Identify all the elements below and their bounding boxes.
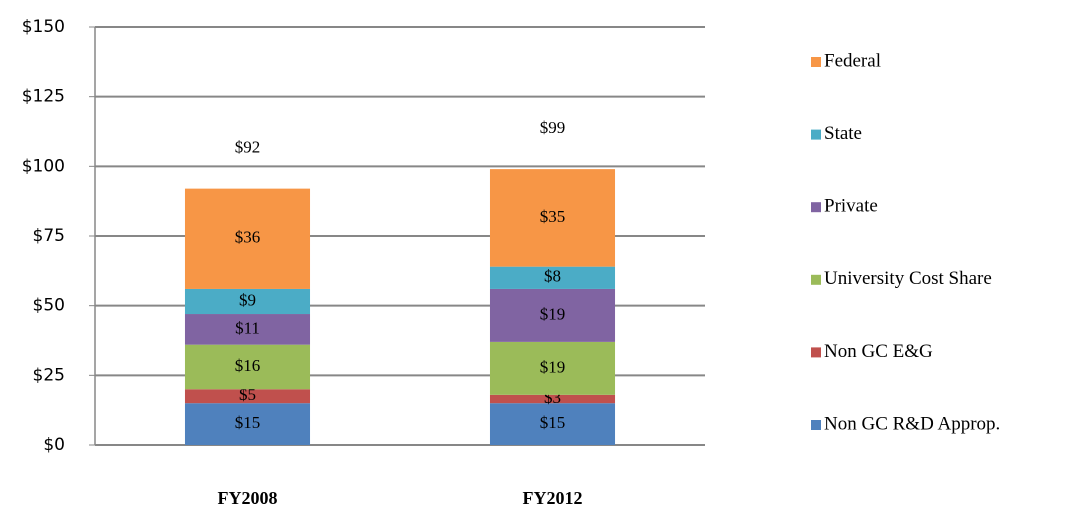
y-tick-label: $75 bbox=[33, 226, 65, 246]
legend-label: State bbox=[824, 123, 862, 144]
x-tick-label: FY2012 bbox=[523, 488, 583, 508]
data-label: $36 bbox=[235, 228, 261, 247]
bar-segment bbox=[184, 314, 311, 345]
bar-segment bbox=[184, 403, 311, 445]
bar-segment bbox=[489, 403, 616, 445]
data-label: $35 bbox=[540, 207, 566, 226]
bar-segment bbox=[489, 288, 616, 342]
legend-label: University Cost Share bbox=[824, 268, 992, 289]
legend-label: Non GC E&G bbox=[824, 341, 933, 362]
bar-segment bbox=[184, 344, 311, 390]
data-label: $16 bbox=[235, 356, 261, 375]
y-tick-label: $25 bbox=[33, 365, 65, 385]
y-tick-label: $50 bbox=[33, 296, 65, 316]
legend-label: Non GC R&D Approp. bbox=[824, 413, 1000, 434]
legend-swatch bbox=[811, 57, 821, 67]
data-label: $19 bbox=[540, 357, 566, 376]
data-label: $8 bbox=[544, 267, 561, 286]
legend-swatch bbox=[811, 129, 821, 140]
data-label: $19 bbox=[540, 304, 566, 323]
bar-segment bbox=[489, 341, 616, 395]
bar-segment bbox=[184, 288, 311, 315]
data-label: $15 bbox=[235, 413, 261, 432]
data-label: $9 bbox=[239, 290, 256, 309]
bar-segment bbox=[489, 169, 616, 267]
legend-swatch bbox=[811, 202, 821, 213]
total-label: $92 bbox=[235, 138, 261, 157]
total-label: $99 bbox=[540, 118, 566, 137]
data-label: $15 bbox=[540, 413, 566, 432]
legend-swatch bbox=[811, 420, 821, 430]
y-tick-label: $100 bbox=[22, 156, 65, 176]
legend-label: Private bbox=[824, 196, 878, 217]
y-tick-label: $150 bbox=[22, 17, 65, 37]
y-tick-label: $0 bbox=[43, 435, 65, 455]
legend-label: Federal bbox=[824, 50, 881, 71]
data-label: $11 bbox=[235, 318, 260, 337]
x-tick-label: FY2008 bbox=[218, 488, 278, 508]
legend-swatch bbox=[811, 274, 821, 285]
bar-segment bbox=[489, 266, 616, 289]
y-tick-label: $125 bbox=[22, 87, 65, 107]
bar-segment bbox=[184, 389, 311, 404]
bar-segment bbox=[184, 188, 311, 289]
legend-swatch bbox=[811, 347, 821, 358]
data-label: $5 bbox=[239, 385, 256, 404]
bar-segment bbox=[489, 394, 616, 404]
